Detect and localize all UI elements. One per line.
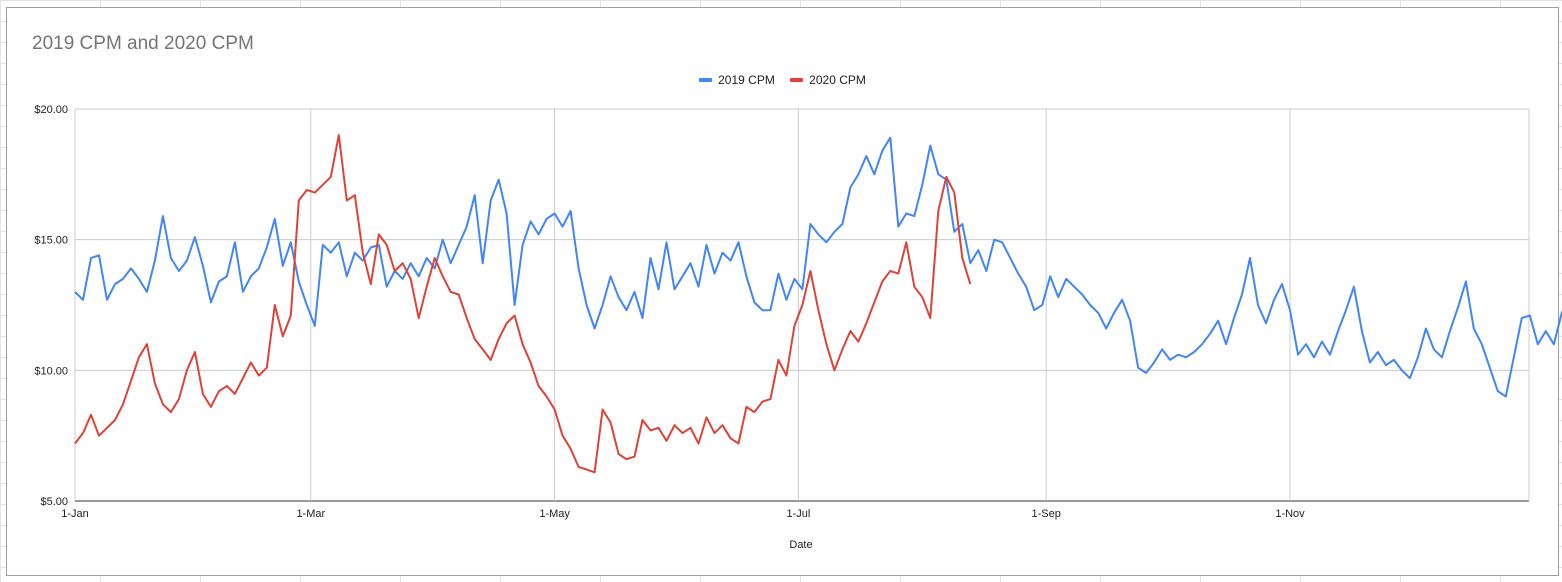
x-tick-label: 1-May <box>539 508 570 520</box>
y-tick-label: $10.00 <box>34 365 68 377</box>
x-tick-label: 1-Sep <box>1032 508 1061 520</box>
legend-swatch-2019 <box>699 78 713 82</box>
legend-item-2020: 2020 CPM <box>790 73 866 87</box>
series-line-2020[interactable] <box>74 134 972 474</box>
gridlines <box>74 108 1530 502</box>
legend-label-2019: 2019 CPM <box>718 73 775 87</box>
chart-title: 2019 CPM and 2020 CPM <box>32 33 254 54</box>
y-tick-label: $5.00 <box>40 496 68 508</box>
x-tick-label: 1-Mar <box>296 508 325 520</box>
chart-legend: 2019 CPM 2020 CPM <box>7 71 1558 87</box>
y-tick-label: $15.00 <box>34 235 68 247</box>
tick-labels: $5.00 $10.00 $15.00 $20.00 1-Jan 1-Mar 1-May 1-… <box>34 104 1305 520</box>
y-tick-label: $20.00 <box>34 104 68 116</box>
legend-item-2019: 2019 CPM <box>699 73 775 87</box>
x-tick-label: 1-Nov <box>1275 508 1305 520</box>
x-tick-label: 1-Jan <box>61 508 89 520</box>
legend-label-2020: 2020 CPM <box>809 73 866 87</box>
series-lines <box>74 134 1562 474</box>
chart-container[interactable]: 2019 CPM and 2020 CPM 2019 CPM 2020 CPM <box>6 7 1559 576</box>
legend-swatch-2020 <box>790 78 804 82</box>
x-tick-label: 1-Jul <box>786 508 810 520</box>
x-axis-title: Date <box>789 539 812 551</box>
series-line-2019[interactable] <box>74 136 1562 420</box>
